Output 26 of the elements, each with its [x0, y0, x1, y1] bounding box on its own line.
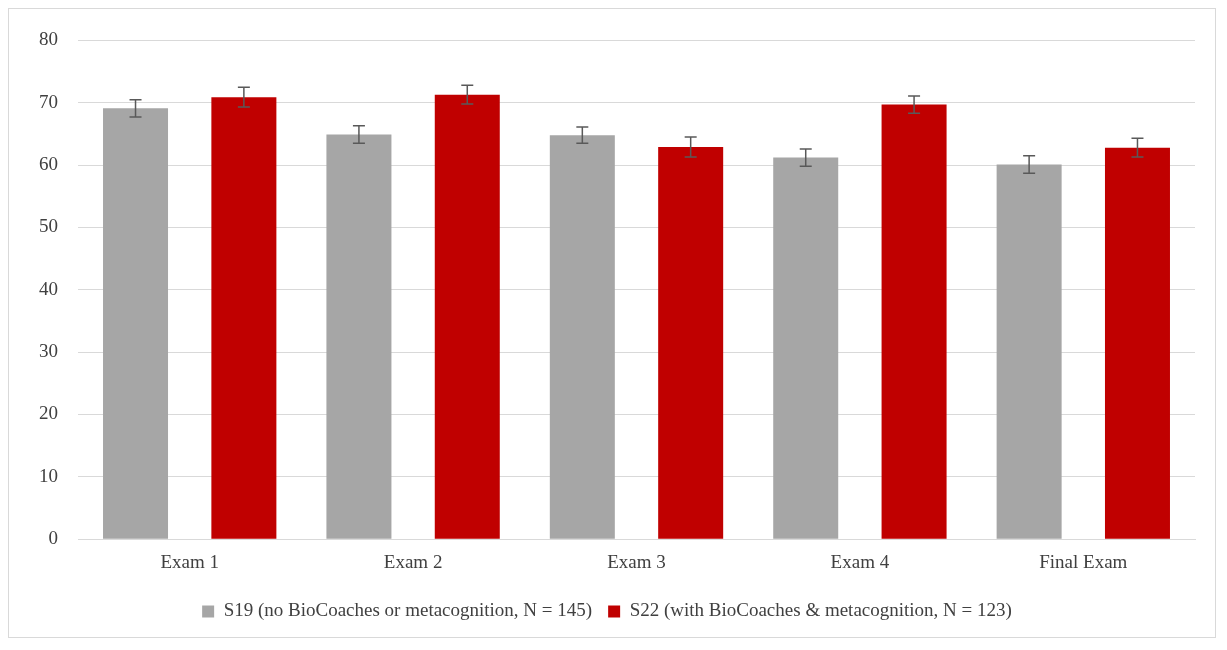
bar [658, 147, 724, 539]
bar [773, 157, 839, 539]
legend-label: S22 (with BioCoaches & metacognition, N = 123) [629, 599, 1012, 622]
y-tick-label: 20 [39, 402, 58, 424]
x-tick-label: Exam 3 [607, 550, 666, 572]
y-tick-label: 60 [39, 153, 58, 175]
bar [103, 108, 169, 539]
bar [996, 164, 1062, 539]
bar [549, 135, 615, 539]
x-tick-label: Final Exam [1039, 550, 1128, 572]
y-tick-label: 70 [39, 90, 58, 112]
y-tick-label: 40 [39, 277, 58, 299]
y-tick-label: 50 [39, 215, 58, 237]
bar [211, 97, 277, 539]
bar [326, 134, 392, 539]
legend-label: S19 (no BioCoaches or metacognition, N = 145) [223, 599, 593, 622]
y-tick-label: 10 [39, 464, 58, 486]
bar [1104, 147, 1170, 539]
x-tick-label: Exam 4 [830, 550, 890, 572]
bar [881, 104, 947, 539]
y-tick-label: 0 [48, 527, 58, 549]
bar [434, 94, 500, 539]
y-tick-label: 80 [39, 28, 58, 50]
y-tick-label: 30 [39, 340, 58, 362]
x-tick-label: Exam 2 [383, 550, 443, 572]
x-tick-label: Exam 1 [160, 550, 219, 572]
